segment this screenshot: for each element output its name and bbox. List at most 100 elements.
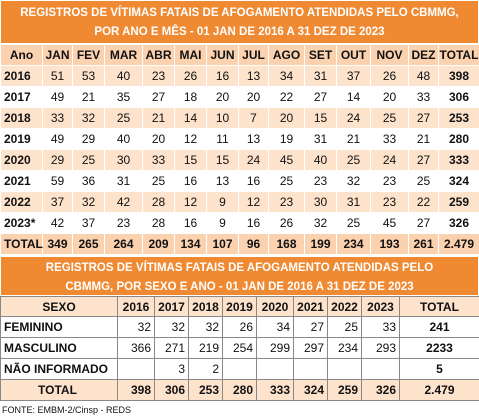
month-value-cell: 23 [268,191,305,213]
month-value-cell: 10 [206,107,239,129]
total-cell: 398 [117,379,155,401]
month-value-cell: 9 [206,191,239,213]
year-total-cell: 253 [438,107,479,129]
total-cell: 324 [293,379,328,401]
sex-table-header: SEXO 2016 2017 2018 2019 2020 2021 2022 2023 TOTA… [0,296,479,317]
month-value-cell: 21 [408,128,439,150]
sex-label-cell: MASCULINO [0,337,118,359]
year-value-cell [327,358,362,380]
month-value-cell: 23 [370,170,409,192]
year-total-cell: 280 [438,128,479,150]
monthly-table-header: Ano JAN FEV MAR ABR MAI JUN JUL AGO SET OUT NOV DEZ T… [0,44,479,66]
month-value-cell: 48 [408,65,439,87]
monthly-table: Ano JAN FEV MAR ABR MAI JUN JUL AGO SET OUT NOV DEZ T… [0,44,479,255]
year-value-cell [256,358,294,380]
sex-header-cell: 2023 [361,296,400,317]
table-row: 2021 59 36 31 25 16 13 16 25 23 32 23 25 324 [0,170,479,192]
month-value-cell: 13 [206,170,239,192]
month-value-cell: 16 [174,170,207,192]
month-value-cell: 23 [142,65,175,87]
month-value-cell: 25 [268,170,305,192]
month-value-cell: 42 [42,212,73,234]
sex-header-cell: 2020 [256,296,294,317]
monthly-header-cell: FEV [72,44,105,66]
total-label: TOTAL [0,379,118,401]
year-value-cell: 3 [154,358,189,380]
year-cell: 2021 [0,170,43,192]
sex-header-cell: 2021 [293,296,328,317]
table1-title-line1: REGISTROS DE VÍTIMAS FATAIS DE AFOGAMENT… [20,7,459,19]
month-value-cell: 25 [336,149,371,171]
month-value-cell: 23 [304,170,337,192]
year-value-cell: 297 [293,337,328,359]
total-cell: 96 [238,233,269,255]
month-value-cell: 26 [268,212,305,234]
table2-title: REGISTROS DE VÍTIMAS FATAIS DE AFOGAMENT… [0,256,479,296]
month-value-cell: 13 [238,65,269,87]
month-value-cell: 20 [370,86,409,108]
month-value-cell: 32 [336,170,371,192]
month-value-cell: 27 [408,107,439,129]
month-value-cell: 45 [370,212,409,234]
month-value-cell: 59 [42,170,73,192]
table-row: 2020 29 25 30 33 15 15 24 45 40 25 24 27 333 [0,149,479,171]
month-value-cell: 31 [336,191,371,213]
month-value-cell: 22 [408,191,439,213]
total-cell: 199 [304,233,337,255]
total-cell: 265 [72,233,105,255]
month-value-cell: 19 [268,128,305,150]
month-value-cell: 37 [336,65,371,87]
month-value-cell: 16 [206,65,239,87]
month-value-cell: 20 [206,86,239,108]
year-cell: 2017 [0,86,43,108]
month-value-cell: 33 [408,86,439,108]
month-value-cell: 27 [142,86,175,108]
month-value-cell: 24 [336,107,371,129]
monthly-header-cell: MAI [174,44,207,66]
year-value-cell [293,358,328,380]
table-row: 2018 33 32 25 21 14 10 7 20 15 24 25 27 253 [0,107,479,129]
year-value-cell: 33 [361,316,400,338]
year-total-cell: 259 [438,191,479,213]
month-value-cell: 25 [370,107,409,129]
month-value-cell: 21 [72,86,105,108]
table2-title-line1: REGISTROS DE VÍTIMAS FATAIS DE AFOGAMENT… [45,262,434,274]
month-value-cell: 23 [104,212,143,234]
month-value-cell: 12 [174,128,207,150]
year-cell: 2020 [0,149,43,171]
total-cell: 253 [188,379,223,401]
table-row: 2017 49 21 35 27 18 20 20 22 27 14 20 33 306 [0,86,479,108]
sex-header-cell: 2022 [327,296,362,317]
sex-header-cell: TOTAL [399,296,479,317]
year-total-cell: 333 [438,149,479,171]
month-value-cell: 31 [304,65,337,87]
year-value-cell: 32 [117,316,155,338]
year-value-cell: 254 [222,337,257,359]
total-cell: 333 [256,379,294,401]
table-row: FEMININO 32 32 32 26 34 27 25 33 241 [0,316,479,338]
sex-label-cell: NÃO INFORMADO [0,358,118,380]
month-value-cell: 22 [268,86,305,108]
month-value-cell: 25 [408,170,439,192]
total-cell: 209 [142,233,175,255]
year-value-cell: 32 [154,316,189,338]
month-value-cell: 24 [238,149,269,171]
month-value-cell: 33 [42,107,73,129]
month-value-cell: 12 [238,191,269,213]
month-value-cell: 16 [174,212,207,234]
total-cell: 107 [206,233,239,255]
month-value-cell: 20 [268,107,305,129]
total-cell: 259 [327,379,362,401]
month-value-cell: 31 [304,128,337,150]
year-cell: 2023* [0,212,43,234]
year-value-cell: 219 [188,337,223,359]
year-value-cell: 293 [361,337,400,359]
month-value-cell: 49 [42,86,73,108]
month-value-cell: 53 [72,65,105,87]
year-value-cell: 34 [256,316,294,338]
month-value-cell: 42 [104,191,143,213]
monthly-header-cell: SET [304,44,337,66]
sex-header-cell: SEXO [0,296,118,317]
month-value-cell: 26 [174,65,207,87]
